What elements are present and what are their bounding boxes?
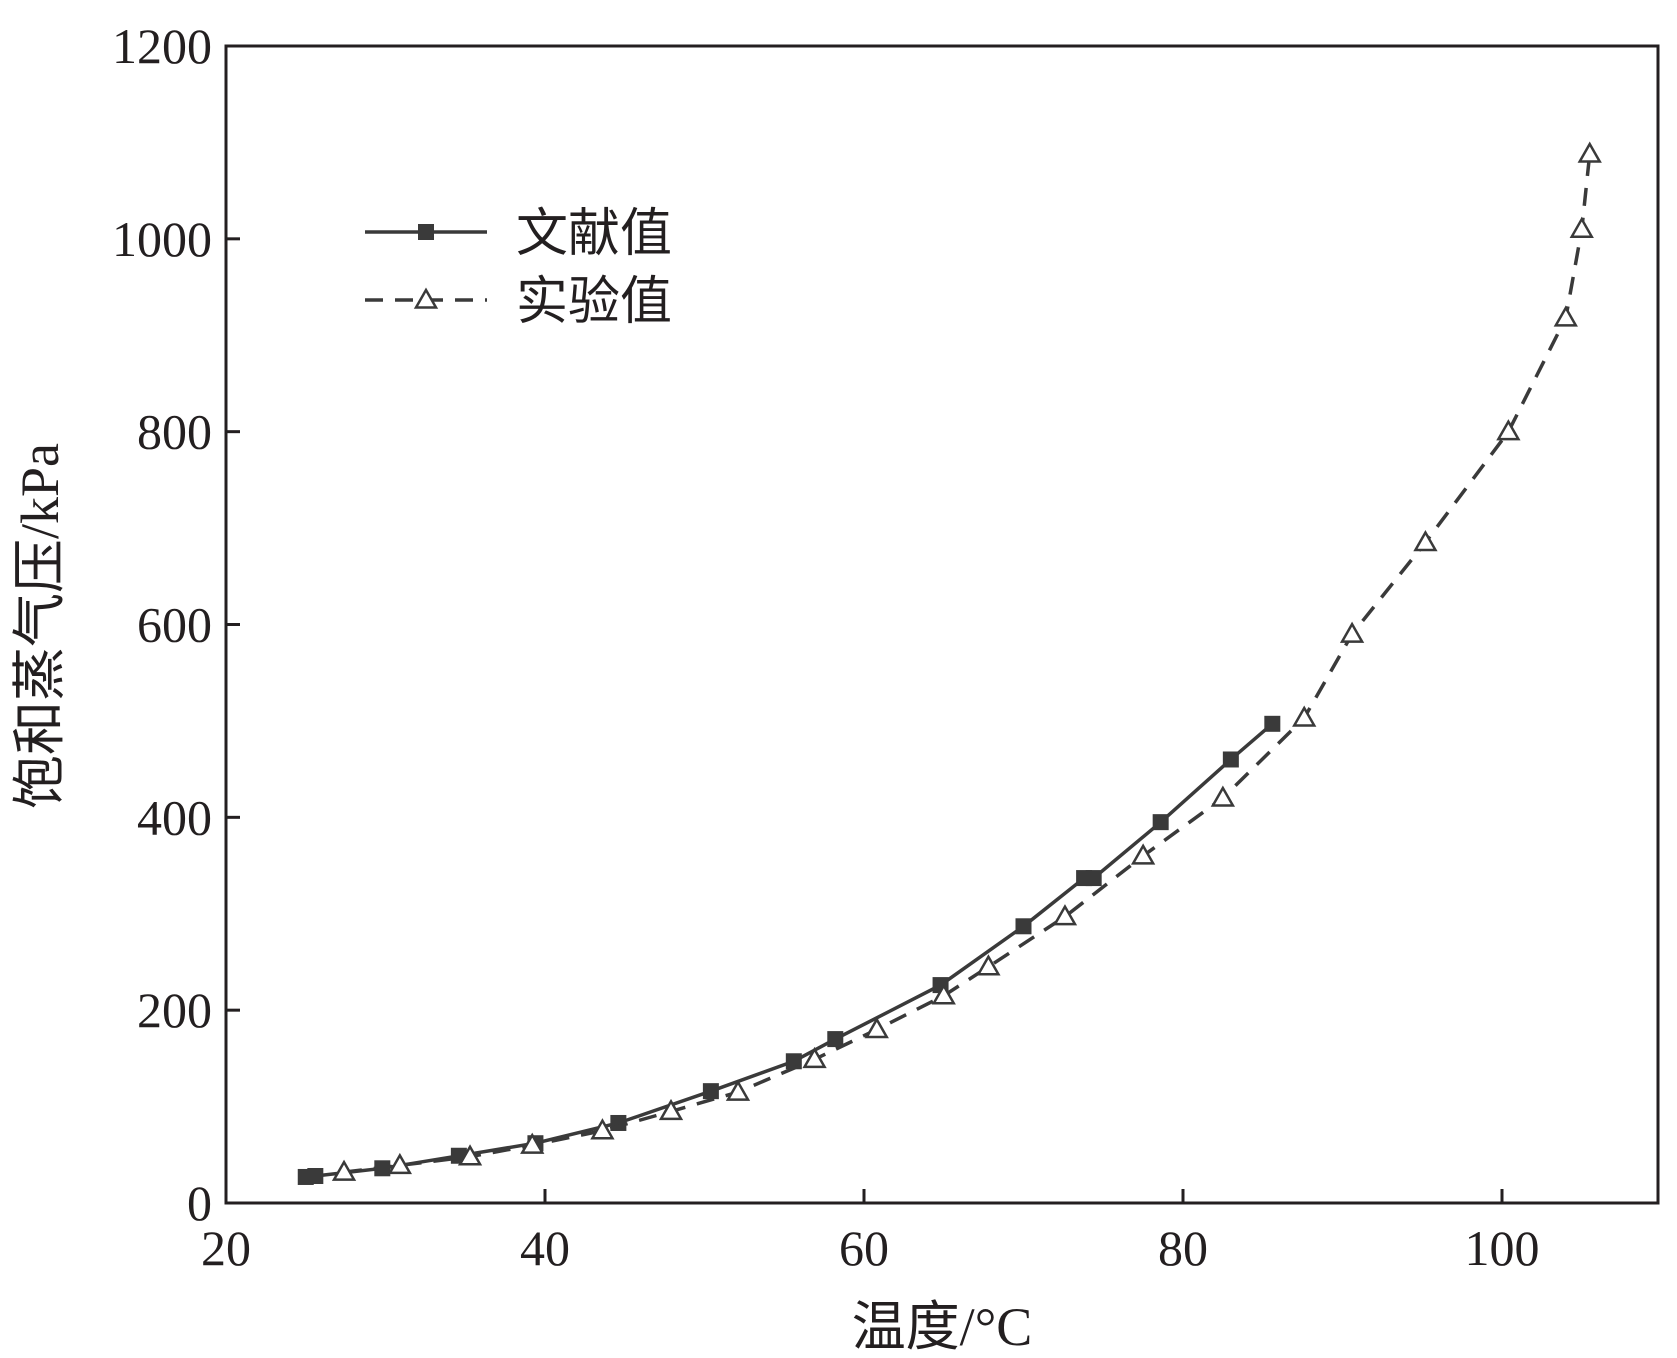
data-point-square — [1152, 814, 1169, 831]
data-point-triangle — [802, 1046, 827, 1069]
data-point-square — [785, 1053, 802, 1070]
data-point-triangle — [1413, 530, 1438, 552]
plot-frame — [224, 44, 1660, 1205]
data-point-triangle — [931, 983, 956, 1005]
x-axis-ticks: 20 40 60 80 100 — [201, 1189, 1540, 1276]
data-point-square — [418, 224, 434, 240]
data-point-triangle — [725, 1079, 751, 1101]
data-point-triangle — [520, 1132, 545, 1154]
data-point-square — [307, 1168, 324, 1185]
data-point-triangle — [1052, 904, 1078, 926]
data-point-triangle — [590, 1118, 615, 1140]
y-tick-label: 0 — [187, 1175, 212, 1231]
data-point-triangle — [1553, 305, 1578, 327]
data-point-triangle — [387, 1152, 413, 1175]
data-point-triangle — [658, 1098, 684, 1121]
x-tick-label: 100 — [1465, 1220, 1540, 1276]
data-point-triangle — [1130, 843, 1156, 865]
data-point-square — [1264, 715, 1281, 732]
data-point-triangle — [1339, 621, 1365, 643]
data-point-triangle — [1496, 419, 1521, 441]
y-tick-label: 1200 — [112, 18, 212, 74]
data-point-triangle — [1210, 785, 1236, 807]
y-tick-label: 400 — [137, 789, 212, 845]
data-point-square — [827, 1031, 844, 1048]
y-tick-label: 200 — [137, 982, 212, 1038]
x-tick-label: 40 — [520, 1220, 570, 1276]
data-point-triangle — [1292, 705, 1317, 727]
y-tick-label: 800 — [137, 404, 212, 460]
y-tick-label: 1000 — [112, 211, 212, 267]
y-axis-ticks: 0 200 400 600 800 1000 1200 — [112, 18, 240, 1231]
y-axis-label: 饱和蒸气压/kPa — [10, 443, 70, 809]
legend-label-2: 实验值 — [516, 272, 672, 332]
data-point-triangle — [457, 1144, 483, 1166]
data-point-triangle — [1569, 216, 1594, 238]
data-point-square — [1085, 870, 1102, 887]
data-point-triangle — [976, 954, 1001, 976]
data-point-square — [702, 1083, 719, 1100]
x-tick-label: 80 — [1158, 1220, 1208, 1276]
series-line-2 — [343, 153, 1592, 1174]
series-2 — [331, 141, 1602, 1181]
data-point-triangle — [331, 1159, 357, 1181]
legend-label-1: 文献值 — [516, 204, 672, 264]
x-tick-label: 20 — [201, 1220, 251, 1276]
data-point-triangle — [1577, 141, 1602, 163]
x-tick-label: 60 — [839, 1220, 889, 1276]
data-point-triangle — [864, 1016, 889, 1039]
series-1 — [297, 715, 1281, 1185]
data-point-triangle — [413, 287, 439, 309]
y-tick-label: 600 — [137, 597, 212, 653]
x-axis-label: 温度/°C — [852, 1297, 1033, 1357]
data-point-square — [1222, 751, 1239, 768]
data-point-square — [1015, 918, 1032, 935]
series-line-1 — [305, 722, 1274, 1179]
series-layer — [297, 141, 1602, 1185]
